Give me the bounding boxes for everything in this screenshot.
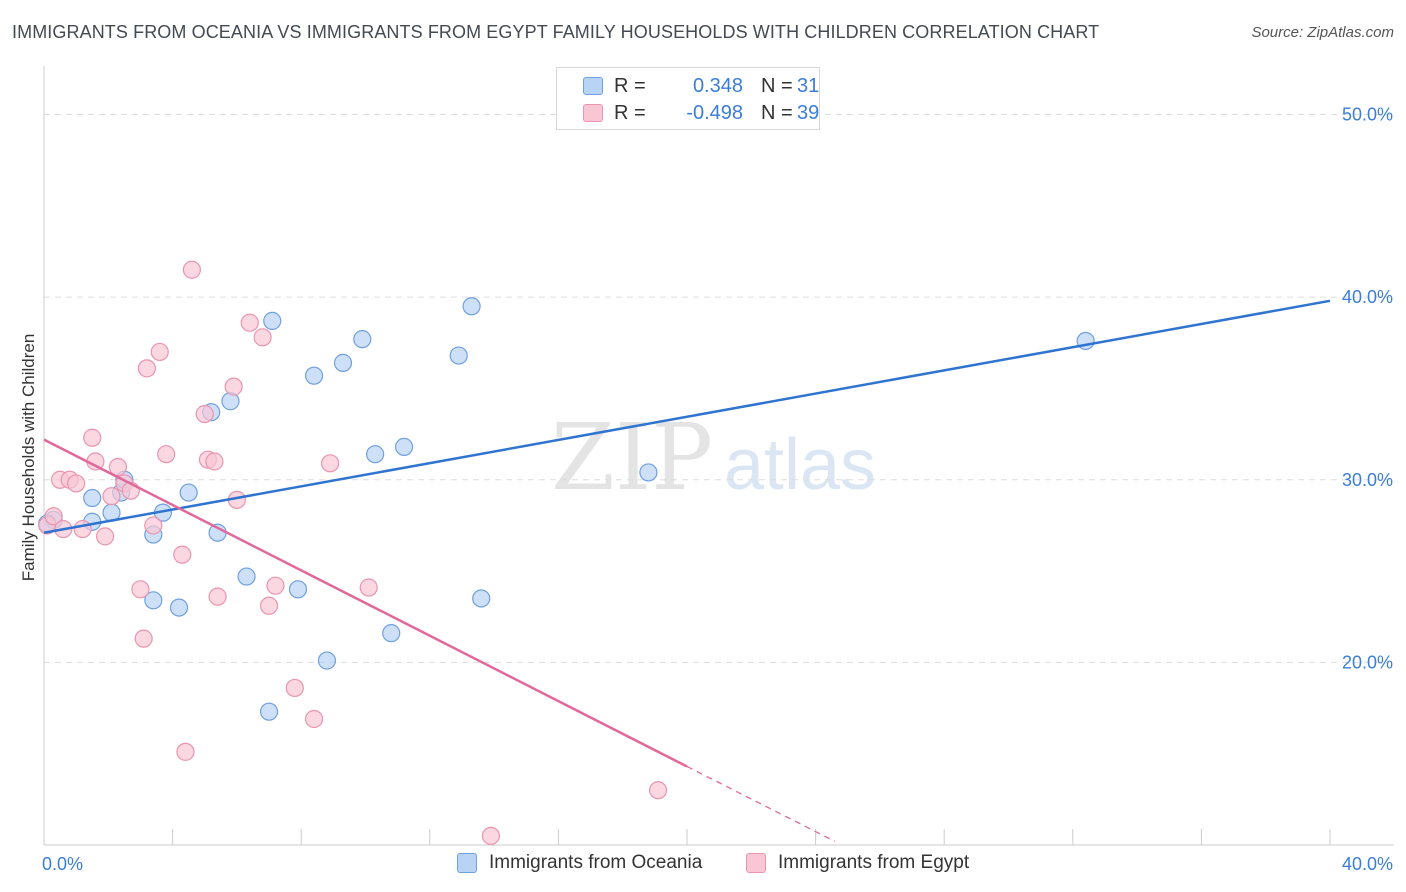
blue-point	[449, 346, 468, 365]
bottom-legend-label: Immigrants from Egypt	[778, 852, 970, 873]
blue-point	[263, 311, 282, 330]
pink-point	[108, 457, 128, 477]
blue-trend-line	[43, 299, 1331, 534]
legend-r-value: -0.498	[686, 102, 743, 124]
blue-point	[237, 567, 256, 586]
pink-point	[304, 709, 324, 729]
pink-point	[67, 474, 86, 493]
legend-n-value: 39	[797, 102, 820, 124]
source-label: Source: ZipAtlas.com	[1251, 24, 1394, 41]
bottom-legend-label: Immigrants from Oceania	[489, 852, 703, 873]
pink-point	[285, 678, 304, 698]
blue-point	[259, 702, 279, 721]
blue-point	[639, 463, 658, 482]
pink-point	[208, 587, 227, 606]
pink-point	[240, 313, 259, 332]
pink-point	[224, 377, 243, 396]
legend-swatch-pink	[583, 104, 603, 122]
blue-point	[304, 366, 324, 385]
pink-point	[259, 596, 279, 615]
legend-r-label: R =	[614, 75, 646, 97]
pink-point	[253, 328, 272, 347]
pink-point	[44, 507, 63, 526]
watermark-zip: ZIP	[551, 404, 713, 511]
legend-r-value: 0.348	[692, 75, 743, 97]
pink-point	[131, 580, 150, 599]
pink-point	[182, 260, 201, 279]
y-axis-label: Family Households with Children	[19, 334, 38, 582]
correlation-legend: R = 0.348 N = 31 R = -0.498 N = 39	[556, 67, 820, 130]
pink-point	[150, 342, 169, 362]
y-tick-label: 20.0%	[1342, 652, 1393, 672]
pink-trend-extension	[686, 765, 836, 842]
legend-n-label: N =	[761, 75, 793, 97]
pink-point	[157, 445, 176, 464]
pink-point	[73, 519, 92, 539]
x-tick-label: 40.0%	[1342, 854, 1393, 874]
y-tick-label: 30.0%	[1342, 470, 1393, 490]
blue-point	[317, 651, 337, 670]
y-tick-label: 50.0%	[1342, 105, 1393, 125]
blue-point	[462, 297, 481, 316]
y-tick-label: 40.0%	[1342, 287, 1393, 307]
legend-r-label: R =	[614, 102, 646, 124]
watermark-atlas: atlas	[724, 425, 876, 505]
blue-point	[382, 624, 401, 643]
blue-point	[144, 591, 163, 610]
blue-point	[169, 598, 189, 617]
pink-point	[195, 404, 214, 424]
pink-point	[102, 487, 121, 506]
blue-point	[366, 445, 385, 464]
blue-point	[179, 483, 198, 502]
blue-point	[288, 580, 308, 599]
pink-point	[173, 545, 192, 564]
pink-point	[266, 576, 285, 595]
legend-n-value: 31	[797, 75, 820, 97]
pink-trend-line	[43, 438, 688, 768]
pink-point	[481, 826, 500, 845]
legend-swatch-blue	[583, 77, 603, 95]
pink-point	[144, 516, 163, 535]
pink-point	[359, 578, 378, 597]
bottom-legend-swatch-blue	[457, 853, 477, 873]
blue-point	[394, 437, 414, 456]
x-tick-label: 0.0%	[42, 854, 83, 874]
blue-point	[333, 353, 353, 372]
pink-point	[176, 742, 195, 761]
pink-point	[83, 428, 102, 447]
pink-point	[134, 629, 153, 648]
blue-point	[472, 589, 491, 608]
blue-point	[83, 488, 102, 508]
pink-point	[95, 527, 115, 546]
pink-point	[648, 781, 668, 800]
pink-point	[321, 454, 340, 473]
legend-n-label: N =	[761, 102, 793, 124]
pink-point	[137, 359, 156, 378]
bottom-legend-swatch-pink	[746, 853, 766, 873]
chart-title: IMMIGRANTS FROM OCEANIA VS IMMIGRANTS FR…	[12, 22, 1100, 42]
blue-point	[353, 330, 372, 349]
pink-point	[205, 452, 224, 471]
